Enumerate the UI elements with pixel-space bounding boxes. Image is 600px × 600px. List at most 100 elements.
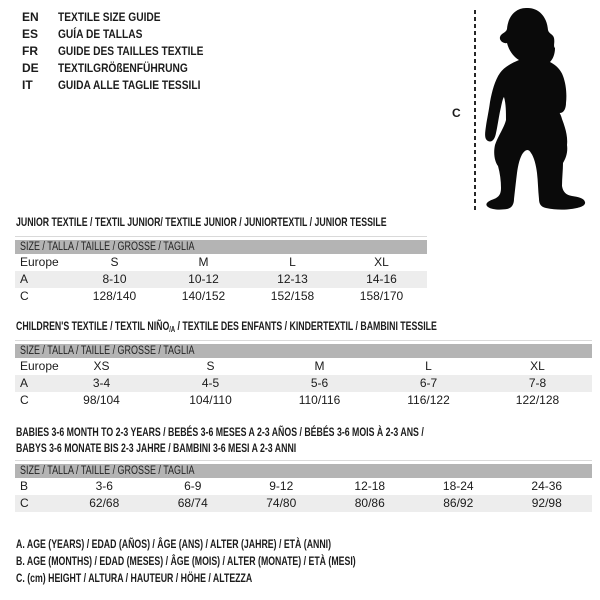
row-label: A: [20, 272, 29, 286]
size-header-label: SIZE / TALLA / TAILLE / GRÖSSE / TAGLIA: [20, 241, 195, 253]
legend-row: EN TEXTILE SIZE GUIDE: [22, 9, 229, 26]
row-label: A: [20, 376, 29, 390]
age-cell: 12-18: [354, 479, 386, 493]
babies-size-table: SIZE / TALLA / TAILLE / GRÖSSE / TAGLIA …: [15, 460, 592, 512]
legend-row: ES GUÍA DE TALLAS: [22, 26, 229, 43]
table-top-rule: [15, 460, 592, 461]
height-cell: 86/92: [443, 496, 474, 510]
height-measure-line: [474, 10, 476, 210]
children-title-prefix: CHILDREN'S TEXTILE / TEXTIL NIÑO: [16, 319, 170, 333]
height-cell: 122/128: [515, 393, 560, 407]
height-cell: 104/110: [189, 393, 232, 407]
table-row: C 98/104 104/110 110/116 116/122 122/128: [15, 392, 592, 409]
babies-title-line1: BABIES 3-6 MONTH TO 2-3 YEARS / BEBÉS 3-…: [16, 425, 424, 439]
table-row: A 8-10 10-12 12-13 14-16: [15, 271, 427, 288]
age-cell: 6-9: [184, 479, 202, 493]
height-cell: 98/104: [83, 393, 120, 407]
row-label: C: [20, 393, 29, 407]
size-cell: S: [110, 255, 119, 269]
language-code: EN: [22, 10, 39, 24]
legend-row: DE TEXTILGRÖßENFÜHRUNG: [22, 60, 229, 77]
table-row: Europe S M L XL: [15, 254, 427, 271]
language-code: DE: [22, 61, 39, 75]
age-cell: 14-16: [366, 272, 397, 286]
age-cell: 24-36: [531, 479, 563, 493]
size-header-bar: SIZE / TALLA / TAILLE / GRÖSSE / TAGLIA: [15, 464, 592, 478]
height-cell: 128/140: [92, 289, 137, 303]
size-cell: XS: [93, 359, 110, 373]
guide-title-de: TEXTILGRÖßENFÜHRUNG: [58, 61, 188, 75]
height-cell: 152/158: [270, 289, 315, 303]
height-cell: 74/80: [266, 496, 297, 510]
height-cell: 116/122: [407, 393, 450, 407]
children-size-table: SIZE / TALLA / TAILLE / GRÖSSE / TAGLIA …: [15, 340, 592, 409]
age-cell: 9-12: [269, 479, 294, 493]
row-label: C: [20, 289, 29, 303]
language-code: IT: [22, 78, 33, 92]
toddler-silhouette-icon: [485, 8, 586, 210]
height-cell: 140/152: [181, 289, 226, 303]
age-cell: 3-4: [92, 376, 111, 390]
height-cell: 92/98: [531, 496, 562, 510]
footnote-a: A. AGE (YEARS) / EDAD (AÑOS) / ÂGE (ANS)…: [16, 537, 332, 551]
junior-size-table: SIZE / TALLA / TAILLE / GRÖSSE / TAGLIA …: [15, 236, 427, 305]
guide-title-fr: GUIDE DES TAILLES TEXTILE: [58, 44, 204, 58]
age-cell: 4-5: [201, 376, 220, 390]
babies-title-line2: BABYS 3-6 MONATE BIS 2-3 JAHRE / BAMBINI…: [16, 441, 297, 455]
age-cell: 3-6: [95, 479, 113, 493]
language-code: FR: [22, 44, 38, 58]
size-cell: XL: [374, 255, 389, 269]
children-title-subscript: /A: [169, 325, 176, 334]
size-cell: L: [289, 255, 296, 269]
footnotes: A. AGE (YEARS) / EDAD (AÑOS) / ÂGE (ANS)…: [16, 536, 481, 587]
size-cell: M: [314, 359, 325, 373]
guide-title-it: GUIDA ALLE TAGLIE TESSILI: [58, 78, 201, 92]
children-section-title-text: CHILDREN'S TEXTILE / TEXTIL NIÑO/A / TEX…: [16, 319, 437, 334]
height-cell: 68/74: [177, 496, 208, 510]
legend-row: FR GUIDE DES TAILLES TEXTILE: [22, 43, 229, 60]
row-label: B: [20, 479, 29, 493]
footnote-b: B. AGE (MONTHS) / EDAD (MESES) / ÂGE (MO…: [16, 554, 356, 568]
age-cell: 12-13: [277, 272, 308, 286]
table-row: C 128/140 140/152 152/158 158/170: [15, 288, 427, 305]
height-cell: 110/116: [298, 393, 341, 407]
table-row: B 3-6 6-9 9-12 12-18 18-24 24-36: [15, 478, 592, 495]
age-cell: 8-10: [102, 272, 127, 286]
legend-row: IT GUIDA ALLE TAGLIE TESSILI: [22, 77, 229, 94]
footnote-c: C. (cm) HEIGHT / ALTURA / HAUTEUR / HÖHE…: [16, 571, 253, 585]
height-cell: 62/68: [89, 496, 120, 510]
table-row: C 62/68 68/74 74/80 80/86 86/92 92/98: [15, 495, 592, 512]
children-title-suffix: / TEXTILE DES ENFANTS / KINDERTEXTIL / B…: [175, 319, 437, 333]
height-measure-label: C: [452, 106, 461, 120]
junior-section-title: JUNIOR TEXTILE / TEXTIL JUNIOR/ TEXTILE …: [16, 215, 524, 229]
size-cell: S: [206, 359, 215, 373]
table-top-rule: [15, 340, 592, 341]
size-cell: L: [425, 359, 432, 373]
height-cell: 80/86: [354, 496, 385, 510]
row-label: Europe: [20, 359, 59, 373]
guide-title-es: GUÍA DE TALLAS: [58, 27, 143, 41]
age-cell: 6-7: [419, 376, 438, 390]
size-header-bar: SIZE / TALLA / TAILLE / GRÖSSE / TAGLIA: [15, 344, 592, 358]
age-cell: 5-6: [310, 376, 329, 390]
size-cell: M: [198, 255, 209, 269]
row-label: C: [20, 496, 29, 510]
size-header-label: SIZE / TALLA / TAILLE / GRÖSSE / TAGLIA: [20, 345, 195, 357]
children-section-title: CHILDREN'S TEXTILE / TEXTIL NIÑO/A / TEX…: [16, 319, 592, 334]
age-cell: 10-12: [188, 272, 219, 286]
age-cell: 18-24: [442, 479, 474, 493]
height-cell: 158/170: [359, 289, 404, 303]
age-cell: 7-8: [528, 376, 547, 390]
language-code: ES: [22, 27, 39, 41]
table-row: Europe XS S M L XL: [15, 358, 592, 375]
junior-section-title-text: JUNIOR TEXTILE / TEXTIL JUNIOR/ TEXTILE …: [16, 215, 387, 229]
table-top-rule: [15, 236, 427, 237]
size-header-label: SIZE / TALLA / TAILLE / GRÖSSE / TAGLIA: [20, 465, 195, 477]
babies-section-title: BABIES 3-6 MONTH TO 2-3 YEARS / BEBÉS 3-…: [16, 424, 575, 456]
guide-title-en: TEXTILE SIZE GUIDE: [58, 10, 161, 24]
size-header-bar: SIZE / TALLA / TAILLE / GRÖSSE / TAGLIA: [15, 240, 427, 254]
row-label: Europe: [20, 255, 59, 269]
table-row: A 3-4 4-5 5-6 6-7 7-8: [15, 375, 592, 392]
size-cell: XL: [530, 359, 545, 373]
